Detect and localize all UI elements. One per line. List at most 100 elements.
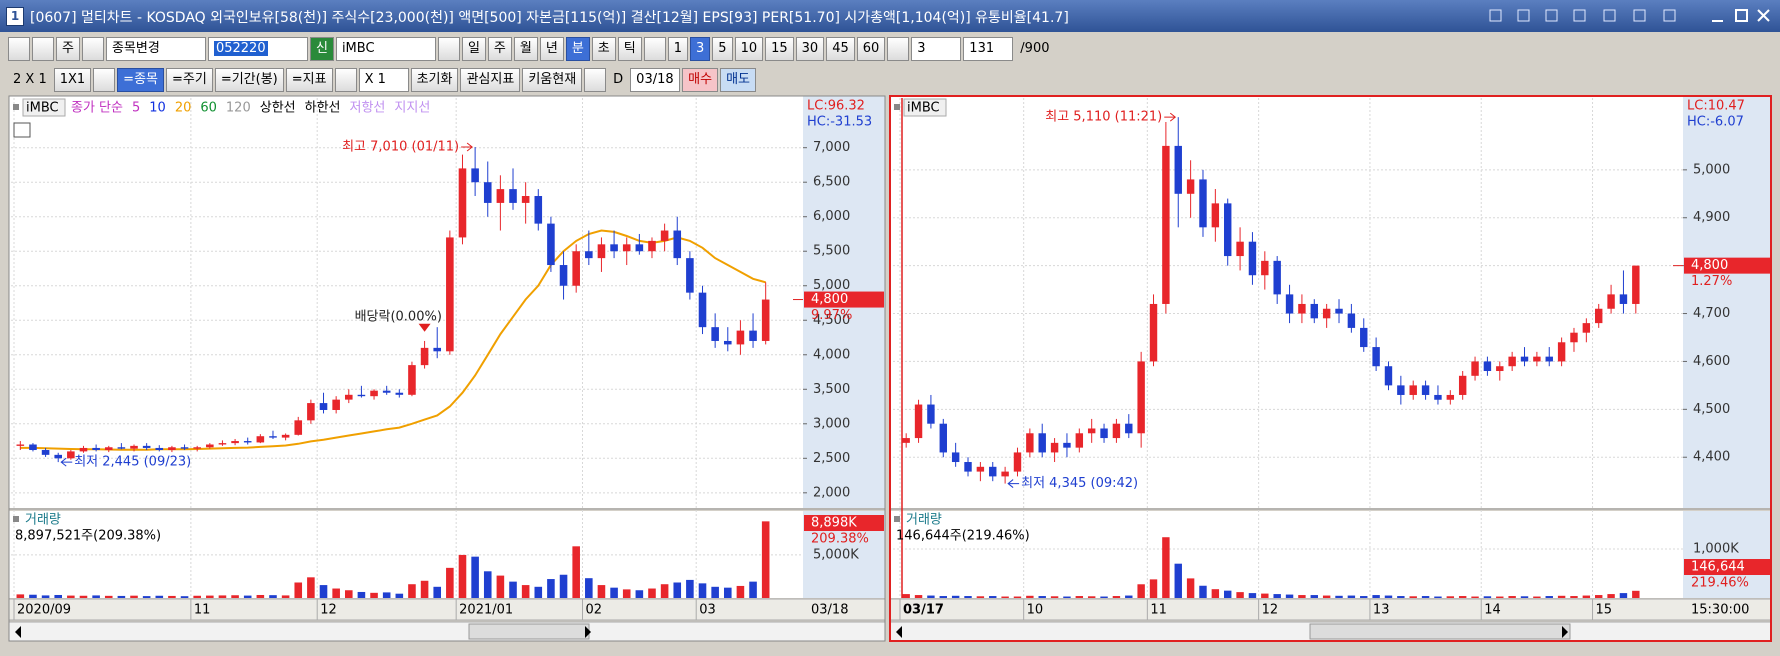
toolbar-button[interactable]: 일 <box>461 37 486 61</box>
candle-body <box>1050 442 1059 453</box>
toolbar-button[interactable]: 3 <box>911 37 962 61</box>
toolbar-button[interactable]: 신 <box>309 37 334 61</box>
legend-entry: 하한선 <box>305 101 341 116</box>
candle-body <box>761 299 770 341</box>
toolbar-button[interactable]: 키움현재 <box>522 68 583 92</box>
close-button <box>1757 9 1770 22</box>
volume-bar <box>1224 590 1232 598</box>
toolbar-button[interactable]: =종목 <box>117 68 164 92</box>
change-label: 1.27% <box>1691 274 1732 289</box>
candle-body <box>155 447 164 451</box>
volume-bar <box>749 581 757 598</box>
candle-body <box>193 447 201 449</box>
volume-bar <box>1397 596 1405 598</box>
toolbar-button[interactable]: 관심지표 <box>460 68 521 92</box>
icon-button[interactable] <box>32 37 54 61</box>
volume-bar <box>67 595 75 598</box>
selected-text: 매도 <box>726 72 751 87</box>
icon-button[interactable] <box>643 37 666 61</box>
volume-bar <box>1174 563 1182 598</box>
toolbar-button[interactable]: =기간(봉) <box>214 68 284 92</box>
candle-body <box>610 244 618 252</box>
icon-button[interactable] <box>334 68 357 92</box>
toolbar-button[interactable]: 45 <box>826 37 855 61</box>
toolbar-button[interactable]: 052220 <box>207 37 308 61</box>
toolbar-button[interactable]: 매도 <box>720 68 757 92</box>
toolbar-button[interactable]: 주 <box>487 37 512 61</box>
volume-bar <box>1458 596 1467 598</box>
toolbar-button[interactable]: 틱 <box>617 37 642 61</box>
volume-bar <box>1273 594 1281 598</box>
icon-button[interactable] <box>437 37 460 61</box>
toolbar-button[interactable]: 30 <box>795 37 825 61</box>
label: /900 <box>1020 41 1050 56</box>
toolbar-button[interactable]: =지표 <box>285 68 333 92</box>
volume-bar <box>673 582 682 598</box>
toolbar-button[interactable]: 15 <box>765 37 794 61</box>
volume-bar <box>711 586 719 598</box>
high-arrow <box>461 142 473 152</box>
panel-border <box>8 95 886 642</box>
candle-body <box>1174 145 1182 194</box>
volume-bar <box>927 595 935 598</box>
y-tick-label: 2,500 <box>813 451 850 466</box>
toolbar-button[interactable]: 종목변경 <box>105 37 206 61</box>
panel-border <box>889 95 1772 642</box>
volume-bar <box>597 585 606 598</box>
candle-body <box>648 240 656 252</box>
toolbar-button[interactable]: 초 <box>591 37 616 61</box>
toolbar-button[interactable]: 주 <box>56 37 80 61</box>
legend-entry: 10 <box>149 101 166 116</box>
toolbar-button[interactable]: 3 <box>690 37 711 61</box>
toolbar-button[interactable]: 60 <box>856 37 886 61</box>
volume-bar <box>1137 584 1145 598</box>
title-bar: 1 [0607] 멀티차트 - KOSDAQ 외국인보유[58(천)] 주식수[… <box>0 0 1780 32</box>
high-annotation: 최고 5,110 (11:21) <box>1045 110 1162 125</box>
volume-bar <box>395 593 404 598</box>
toolbar-button[interactable]: iMBC <box>335 37 436 61</box>
toolbar-button[interactable]: 년 <box>539 37 564 61</box>
candle-body <box>1236 241 1244 257</box>
toolbar-button[interactable]: 1 <box>667 37 688 61</box>
toolbar-button[interactable]: 분 <box>565 37 590 61</box>
icon-button[interactable] <box>887 37 910 61</box>
toolbar-button[interactable]: 매수 <box>682 68 719 92</box>
volume-bar <box>976 596 985 598</box>
icon-button[interactable] <box>8 37 30 61</box>
candle-body <box>1533 356 1541 362</box>
volume-bar <box>206 595 214 598</box>
series-name: iMBC <box>907 101 940 116</box>
icon-button[interactable] <box>81 37 104 61</box>
icon-button[interactable] <box>93 68 116 92</box>
last-price-label: 4,800 <box>811 292 848 307</box>
toolbar-button[interactable]: 1X1 <box>53 68 92 92</box>
toolbar-button[interactable]: 131 <box>963 37 1014 61</box>
volume-bar <box>104 595 113 598</box>
date-axis <box>889 598 1772 621</box>
toolbar-button[interactable]: 03/18 <box>630 68 681 92</box>
candle-body <box>382 390 391 393</box>
pane-icon <box>13 104 19 110</box>
toolbar-button[interactable]: 5 <box>712 37 733 61</box>
icon-button[interactable] <box>584 68 607 92</box>
volume-title: 거래량 <box>25 513 61 528</box>
candle-body <box>54 454 63 459</box>
toolbar-button[interactable]: X 1 <box>358 68 409 92</box>
legend-entry: 5 <box>132 101 140 116</box>
toolbar-button[interactable]: =주기 <box>166 68 213 92</box>
candle-body <box>206 444 214 448</box>
volume-bar <box>610 587 618 598</box>
volume-bar <box>1248 593 1257 598</box>
toolbar-button[interactable]: 10 <box>734 37 764 61</box>
candle-body <box>1471 361 1479 376</box>
candle-body <box>16 444 25 446</box>
x-tick-label: 11 <box>194 603 211 618</box>
legend-entry: 종가 단순 <box>71 101 123 116</box>
scroll-thumb <box>468 623 590 640</box>
candle-body <box>559 265 568 286</box>
volume-bar <box>1409 596 1417 598</box>
toolbar-button[interactable]: 월 <box>513 37 538 61</box>
toolbar-button[interactable]: 초기화 <box>410 68 459 92</box>
last-price-label: 4,800 <box>1691 258 1728 273</box>
candle-body <box>1211 203 1220 228</box>
